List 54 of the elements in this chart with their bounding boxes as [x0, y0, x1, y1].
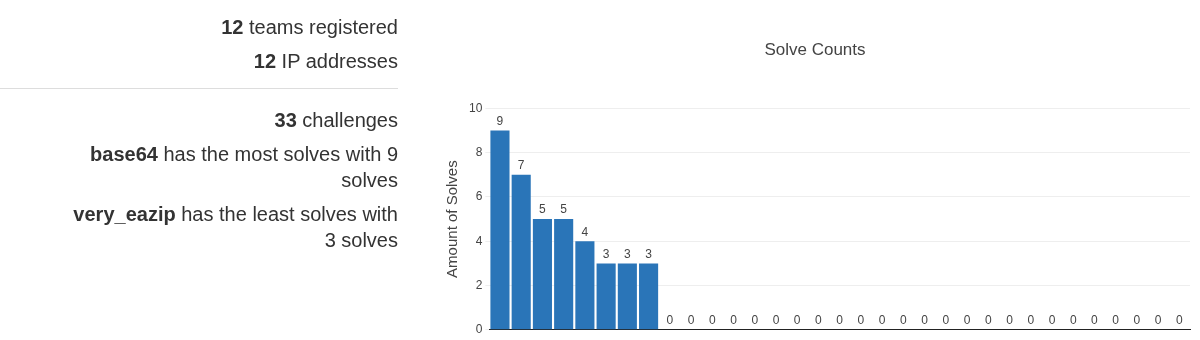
chart-title: Solve Counts [764, 39, 866, 59]
data-label: 0 [793, 313, 801, 328]
data-label: 0 [1069, 313, 1077, 328]
data-label: 0 [1048, 313, 1056, 328]
text: 12 IP addresses [252, 49, 398, 74]
y-tick-label: 2 [475, 277, 483, 292]
bar [532, 219, 552, 330]
data-label: 0 [921, 313, 929, 328]
data-label: 9 [496, 113, 504, 128]
data-label: 0 [857, 313, 865, 328]
data-label: 3 [624, 246, 632, 261]
data-label: 0 [1006, 313, 1014, 328]
bar [511, 174, 531, 330]
y-tick-label: 0 [475, 322, 483, 337]
bar [639, 263, 659, 330]
data-label: 0 [984, 313, 992, 328]
data-label: 0 [836, 313, 844, 328]
y-tick-label: 6 [475, 189, 483, 204]
data-label: 0 [687, 313, 695, 328]
y-tick-label: 8 [475, 144, 483, 159]
data-label: 0 [708, 313, 716, 328]
data-label: 0 [1154, 313, 1162, 328]
data-label: 0 [1027, 313, 1035, 328]
data-label: 3 [602, 246, 610, 261]
y-axis-title: Amount of Solves [443, 160, 461, 278]
data-label: 0 [963, 313, 971, 328]
data-label: 0 [878, 313, 886, 328]
data-label: 0 [900, 313, 908, 328]
bar [617, 263, 637, 330]
data-label: 0 [942, 313, 950, 328]
text: base64 has the most solves with 9 solves [89, 142, 398, 193]
data-label: 0 [1133, 313, 1141, 328]
bar [490, 130, 510, 330]
data-label: 0 [751, 313, 759, 328]
data-label: 0 [730, 313, 738, 328]
data-label: 0 [1112, 313, 1120, 328]
data-label: 3 [645, 246, 653, 261]
text: 12 teams registered [220, 15, 398, 40]
data-label: 0 [1176, 313, 1184, 328]
bar [554, 219, 574, 330]
data-label: 5 [560, 202, 568, 217]
text: 33 challenges [273, 108, 398, 133]
data-label: 4 [581, 224, 589, 239]
bar [596, 263, 616, 330]
text: very_eazip has the least solves with 3 solves [72, 202, 398, 253]
data-label: 0 [1091, 313, 1099, 328]
bar [575, 241, 595, 330]
y-tick-label: 10 [468, 100, 483, 115]
y-tick-label: 4 [475, 233, 483, 248]
data-label: 0 [666, 313, 674, 328]
data-label: 7 [517, 158, 525, 173]
data-label: 0 [772, 313, 780, 328]
data-label: 0 [815, 313, 823, 328]
data-label: 5 [539, 202, 547, 217]
